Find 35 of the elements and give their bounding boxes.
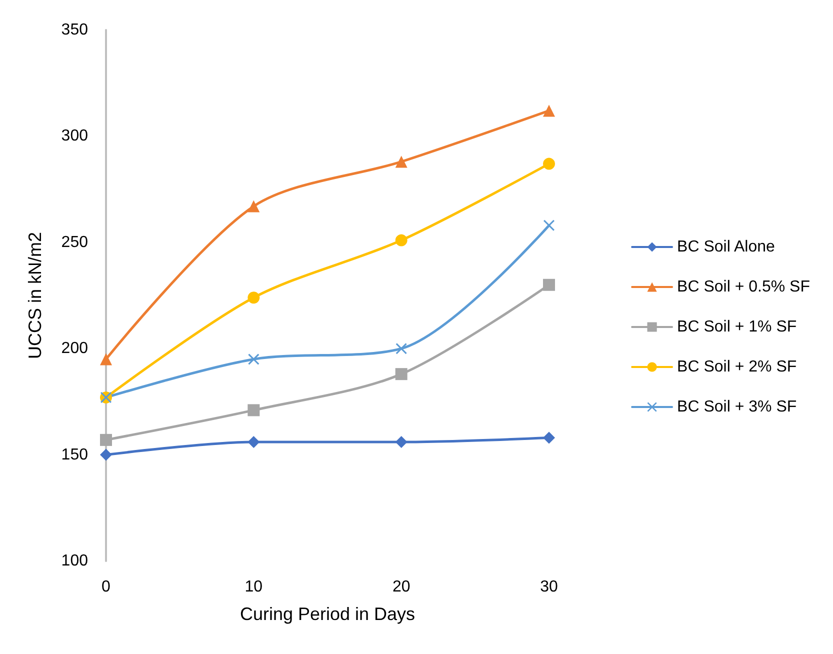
y-axis-title: UCCS in kN/m2 — [25, 232, 45, 360]
x-tick-label: 30 — [540, 578, 558, 596]
point — [395, 436, 408, 448]
y-tick-label: 250 — [61, 234, 88, 251]
point — [395, 368, 408, 380]
point — [543, 158, 555, 170]
point — [248, 292, 260, 304]
legend-label: BC Soil + 2% SF — [677, 358, 797, 376]
point — [248, 436, 260, 448]
point — [100, 353, 112, 366]
x-axis-title: Curing Period in Days — [240, 604, 416, 624]
point — [543, 432, 555, 444]
y-tick-label: 300 — [61, 128, 88, 145]
point — [395, 156, 408, 168]
point — [248, 200, 260, 212]
point — [544, 220, 554, 231]
point — [100, 448, 112, 461]
y-tick-label: 100 — [61, 552, 88, 570]
x-tick-label: 10 — [244, 578, 263, 596]
x-tick-label: 20 — [392, 578, 410, 596]
legend-label: BC Soil + 3% SF — [677, 398, 797, 416]
point — [543, 104, 555, 117]
y-tick-label: 150 — [61, 446, 88, 464]
legend-label: BC Soil + 1% SF — [677, 318, 797, 336]
legend-label: BC Soil Alone — [677, 238, 775, 256]
x-tick-label: 0 — [102, 578, 111, 596]
point — [248, 404, 260, 416]
y-tick-label: 350 — [61, 22, 88, 38]
point — [396, 343, 407, 354]
point — [100, 434, 112, 446]
y-tick-label: 200 — [61, 340, 88, 358]
point — [248, 354, 260, 365]
point — [543, 278, 555, 291]
legend-label: BC Soil + 0.5% SF — [677, 278, 810, 296]
point — [395, 234, 408, 246]
